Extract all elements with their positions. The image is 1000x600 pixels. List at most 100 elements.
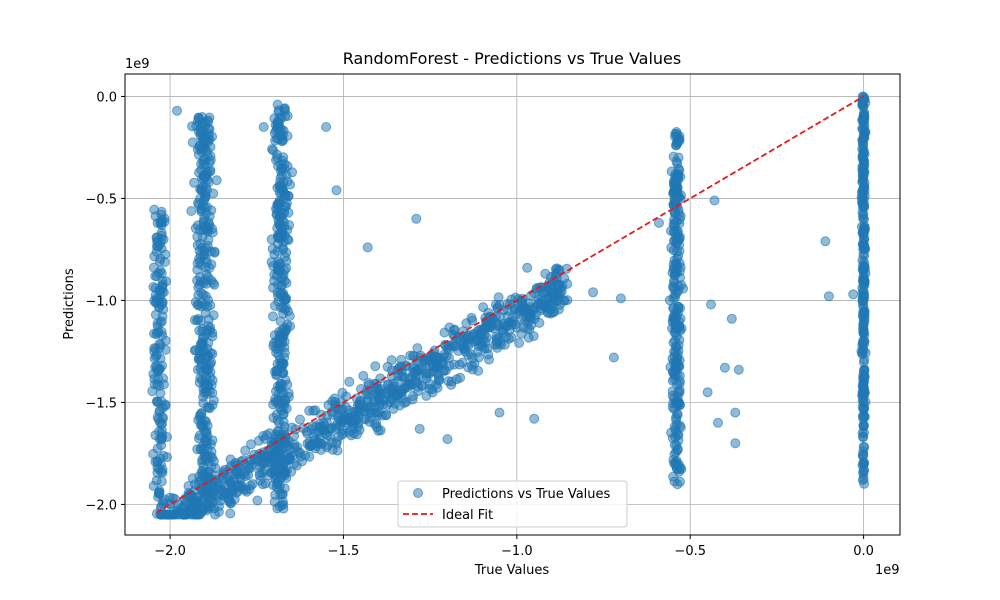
scatter-point [424, 355, 435, 366]
scatter-point [414, 423, 425, 434]
scatter-point [198, 289, 209, 300]
scatter-point [858, 474, 869, 484]
scatter-point [491, 336, 502, 347]
scatter-point [858, 263, 868, 274]
x-tick-label: −2.0 [154, 544, 186, 559]
scatter-point [252, 495, 263, 506]
scatter-point [286, 466, 297, 477]
scatter-point [671, 323, 682, 334]
scatter-point [857, 228, 868, 239]
scatter-point [272, 287, 283, 298]
scatter-point [588, 287, 599, 298]
x-tick-label: 0.0 [853, 544, 874, 559]
scatter-point [155, 353, 166, 364]
scatter-point [391, 390, 402, 401]
scatter-point [192, 315, 203, 326]
scatter-point [271, 481, 282, 492]
scatter-point [200, 455, 211, 466]
scatter-point [200, 383, 211, 393]
scatter-point [151, 271, 162, 282]
scatter-point [669, 270, 680, 281]
scatter-point [529, 413, 540, 424]
scatter-point [719, 362, 730, 373]
legend-label-predictions: Predictions vs True Values [442, 487, 611, 502]
scatter-point [279, 230, 290, 241]
scatter-point [155, 388, 166, 399]
scatter-points [147, 91, 871, 520]
scatter-point [858, 384, 869, 395]
scatter-point [200, 275, 211, 286]
scatter-point [308, 431, 319, 442]
scatter-point [156, 316, 167, 327]
scatter-point [274, 344, 285, 355]
scatter-point [439, 349, 450, 360]
scatter-point [473, 365, 484, 376]
scatter-point [857, 238, 868, 249]
scatter-point [160, 399, 171, 410]
scatter-point [667, 366, 678, 377]
scatter-point [194, 225, 205, 236]
scatter-point [673, 152, 684, 163]
scatter-point [409, 360, 420, 371]
scatter-point [157, 412, 168, 422]
scatter-point [463, 362, 473, 373]
scatter-point [277, 242, 288, 253]
scatter-point [654, 217, 664, 228]
scatter-point [193, 112, 204, 123]
scatter-point [272, 503, 283, 514]
scatter-point [156, 476, 167, 487]
scatter-point [275, 316, 286, 327]
scatter-point [329, 393, 340, 404]
scatter-point [193, 415, 204, 425]
scatter-point [161, 276, 172, 287]
scatter-point [273, 200, 284, 211]
scatter-point [382, 361, 393, 372]
scatter-point [310, 405, 321, 416]
scatter-point [857, 450, 868, 461]
scatter-point [196, 158, 207, 169]
scatter-point [152, 396, 163, 407]
scatter-point [368, 408, 379, 418]
scatter-point [224, 496, 235, 507]
scatter-point [858, 413, 869, 424]
scatter-point [153, 487, 164, 498]
scatter-point [439, 327, 450, 338]
scatter-point [337, 428, 348, 438]
scatter-point [848, 289, 859, 300]
scatter-point [408, 391, 418, 401]
scatter-point [240, 445, 251, 456]
scatter-point [193, 300, 204, 311]
scatter-point [392, 376, 403, 387]
scatter-point [202, 364, 213, 375]
scatter-point [666, 427, 677, 438]
scatter-point [522, 262, 533, 273]
scatter-point [859, 276, 870, 287]
scatter-point [671, 440, 682, 451]
scatter-point [189, 177, 200, 188]
y-tick-label: −0.5 [85, 192, 117, 207]
scatter-point [195, 124, 206, 135]
x-tick-label: −1.0 [501, 544, 533, 559]
scatter-point [295, 414, 305, 425]
scatter-point [333, 413, 344, 424]
scatter-point [156, 299, 167, 310]
scatter-point [522, 323, 533, 334]
scatter-point [411, 213, 422, 224]
scatter-point [209, 279, 220, 290]
chart-title: RandomForest - Predictions vs True Value… [343, 49, 681, 68]
scatter-point [268, 311, 278, 322]
scatter-point [272, 99, 283, 110]
scatter-point [255, 475, 266, 486]
scatter-point [269, 275, 280, 286]
scatter-point [493, 292, 504, 303]
scatter-point [540, 268, 551, 279]
scatter-point [194, 430, 205, 441]
scatter-point [858, 289, 869, 300]
scatter-point [193, 197, 204, 208]
scatter-point [192, 509, 203, 520]
scatter-point [494, 407, 505, 418]
scatter-point [195, 339, 206, 350]
scatter-point [730, 407, 741, 418]
scatter-point [225, 508, 236, 519]
scatter-point [149, 328, 159, 339]
